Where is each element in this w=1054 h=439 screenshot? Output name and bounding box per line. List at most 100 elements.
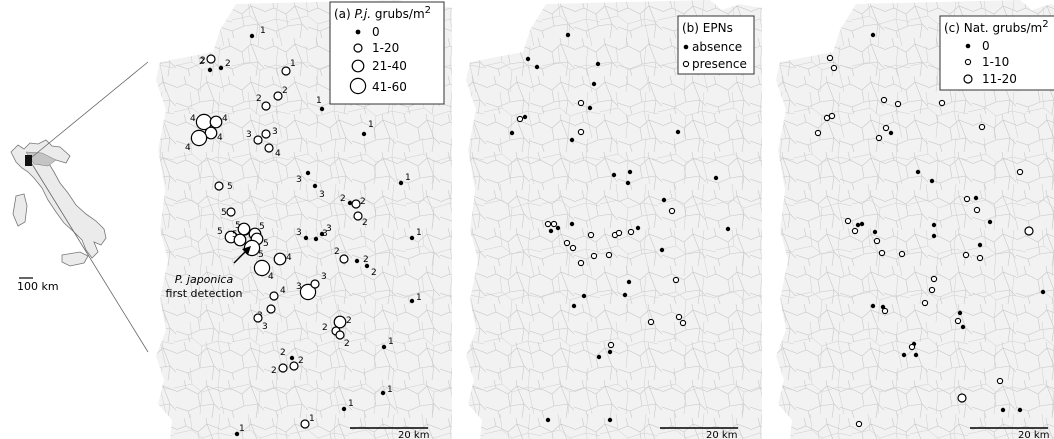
- site-year-label: 2: [371, 268, 377, 278]
- site-marker-c: [955, 318, 960, 323]
- site-year-label: 2: [340, 194, 346, 204]
- site-year-label: 2: [225, 59, 231, 69]
- inset-italy-map: 100 km: [11, 62, 148, 352]
- legend-circle-1-20: [354, 44, 362, 52]
- panel-a-title-prefix: (a): [334, 7, 355, 21]
- site-marker-c: [845, 218, 850, 223]
- site-marker-c: [964, 196, 969, 201]
- site-marker-b: [676, 314, 681, 319]
- panel-b-legend-absence: absence: [692, 40, 742, 54]
- site-marker-b: [551, 221, 556, 226]
- site-marker-b: [626, 181, 630, 185]
- site-marker-a: [250, 34, 254, 38]
- site-marker-a: [336, 331, 344, 339]
- site-year-label: 4: [185, 143, 191, 153]
- site-year-label: 2: [362, 218, 368, 228]
- site-year-label: 3: [326, 224, 332, 234]
- site-marker-a: [215, 182, 223, 190]
- annotation-species: P. japonica: [175, 273, 234, 286]
- site-marker-b: [572, 304, 576, 308]
- site-marker-a: [313, 184, 317, 188]
- site-marker-b: [623, 293, 627, 297]
- site-marker-c: [1041, 290, 1045, 294]
- site-marker-c: [1001, 408, 1005, 412]
- site-year-label: 1: [260, 26, 266, 36]
- site-year-label: 4: [268, 272, 274, 282]
- site-marker-a: [210, 116, 222, 128]
- panel-a-legend-1: 1-20: [372, 41, 399, 55]
- panel-a-title-suffix: grubs/m: [371, 7, 425, 21]
- site-marker-a: [274, 253, 286, 265]
- site-marker-b: [535, 65, 539, 69]
- site-marker-b: [510, 131, 514, 135]
- site-marker-b: [523, 115, 527, 119]
- site-marker-b: [726, 227, 730, 231]
- site-marker-c: [922, 300, 927, 305]
- site-year-label: 2: [256, 94, 262, 104]
- panel-b-scale-label: 20 km: [706, 430, 737, 439]
- panel-a-legend-0: 0: [372, 25, 380, 39]
- site-marker-c: [852, 228, 857, 233]
- site-marker-a: [314, 237, 318, 241]
- site-marker-b: [616, 230, 621, 235]
- site-year-label: 5: [259, 222, 265, 232]
- site-marker-a: [352, 200, 360, 208]
- panel-c-map: (c) Nat. grubs/m2 0 1-10 11-20 20 km: [770, 0, 1054, 439]
- study-area-marker: [25, 155, 32, 166]
- site-marker-a: [279, 364, 287, 372]
- site-marker-c: [939, 100, 944, 105]
- site-year-label: 2: [363, 255, 369, 265]
- site-marker-b: [588, 106, 592, 110]
- site-marker-b: [570, 138, 574, 142]
- site-marker-a: [207, 55, 215, 63]
- site-marker-b: [628, 170, 632, 174]
- site-year-label: 1: [368, 120, 374, 130]
- site-year-label: 5: [217, 227, 223, 237]
- site-marker-c: [1025, 227, 1033, 235]
- site-marker-a: [340, 255, 348, 263]
- panel-a-legend-2: 21-40: [372, 59, 407, 73]
- legend-circle-11-20: [964, 75, 972, 83]
- site-year-label: 4: [190, 114, 196, 124]
- site-marker-b: [676, 130, 680, 134]
- site-marker-b: [570, 222, 574, 226]
- site-marker-b: [608, 342, 613, 347]
- site-year-label: 1: [348, 399, 354, 409]
- site-marker-c: [874, 238, 879, 243]
- site-marker-a: [320, 107, 324, 111]
- site-year-label: 3: [246, 130, 252, 140]
- site-marker-a: [227, 208, 235, 216]
- site-marker-a: [399, 181, 403, 185]
- site-marker-b: [582, 294, 586, 298]
- site-marker-c: [963, 252, 968, 257]
- site-year-label: 3: [262, 322, 268, 332]
- site-marker-b: [578, 100, 583, 105]
- site-marker-c: [829, 113, 834, 118]
- site-year-label: 1: [316, 96, 322, 106]
- site-marker-c: [930, 179, 934, 183]
- site-year-label: 1: [405, 173, 411, 183]
- site-marker-c: [931, 276, 936, 281]
- panel-b-legend: (b) EPNs absence presence: [678, 16, 754, 74]
- site-marker-a: [354, 212, 362, 220]
- panel-c-legend-1: 1-10: [982, 55, 1009, 69]
- site-marker-c: [876, 135, 881, 140]
- site-marker-c: [978, 243, 982, 247]
- panel-c-title-sup: 2: [1042, 19, 1048, 30]
- site-marker-a: [254, 136, 262, 144]
- inset-scale-label: 100 km: [17, 280, 59, 293]
- site-marker-b: [660, 248, 664, 252]
- site-marker-b: [545, 221, 550, 226]
- site-marker-b: [592, 82, 596, 86]
- site-marker-c: [824, 115, 829, 120]
- site-marker-c: [856, 421, 861, 426]
- site-year-label: 5: [227, 182, 233, 192]
- site-year-label: 2: [346, 316, 352, 326]
- site-marker-c: [974, 207, 979, 212]
- site-marker-b: [591, 253, 596, 258]
- site-marker-c: [827, 55, 832, 60]
- site-marker-a: [334, 316, 346, 328]
- svg-text:(a) P.j. grubs/m2: (a) P.j. grubs/m2: [334, 5, 431, 21]
- site-marker-c: [932, 223, 936, 227]
- site-marker-b: [566, 33, 570, 37]
